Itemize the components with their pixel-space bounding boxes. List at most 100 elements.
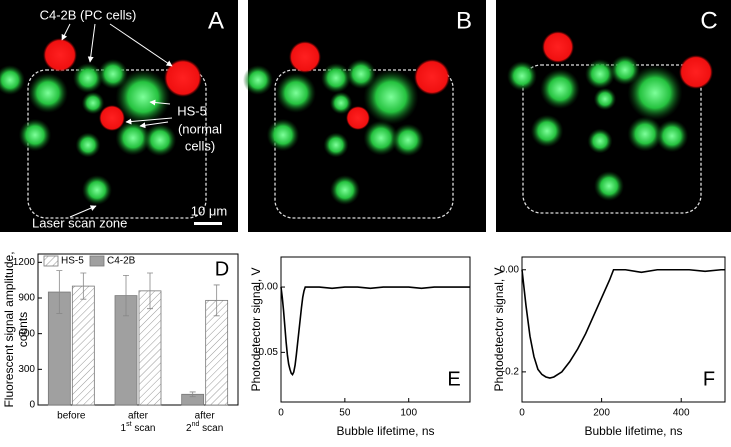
x-tick-label: 400 bbox=[673, 408, 690, 419]
error-bar bbox=[189, 391, 196, 398]
y-tick-label: -0.2 bbox=[502, 367, 520, 378]
cancer-cell bbox=[289, 41, 321, 73]
panel-letter: D bbox=[215, 258, 229, 280]
image-panel: A C4-2B (PC cells) HS-5 (normal cells) Laser … bbox=[0, 0, 238, 232]
y-tick-label: 600 bbox=[18, 328, 35, 339]
normal-cell bbox=[587, 128, 613, 154]
normal-cell bbox=[391, 123, 425, 157]
annotation: Laser scan zone bbox=[32, 215, 127, 230]
y-axis-label: counts bbox=[16, 312, 30, 347]
cancer-cell bbox=[679, 55, 713, 89]
cancer-cell bbox=[346, 106, 370, 130]
normal-cell bbox=[329, 91, 353, 115]
y-tick-label: -0.05 bbox=[255, 347, 278, 358]
error-bar bbox=[213, 284, 220, 317]
x-tick-label: before bbox=[57, 411, 86, 422]
normal-cell bbox=[507, 61, 537, 91]
arrow bbox=[87, 23, 96, 63]
y-tick-label: 1200 bbox=[13, 257, 36, 268]
normal-cell bbox=[585, 59, 615, 89]
panel-letter: B bbox=[456, 7, 472, 34]
normal-cell bbox=[266, 118, 300, 152]
normal-cell bbox=[321, 63, 351, 93]
data-line bbox=[280, 286, 470, 376]
x-tick-label: 2nd scan bbox=[186, 421, 223, 434]
x-tick-label: 0 bbox=[278, 408, 284, 419]
cancer-cell bbox=[542, 31, 574, 63]
annotation: (normal bbox=[178, 121, 222, 136]
normal-cell bbox=[115, 120, 151, 156]
cancer-cell bbox=[414, 59, 450, 95]
normal-cell bbox=[540, 69, 580, 109]
normal-cell bbox=[276, 73, 316, 113]
normal-cell bbox=[0, 65, 25, 95]
annotation: cells) bbox=[185, 138, 215, 153]
scale-bar bbox=[194, 222, 222, 225]
annotation: C4-2B (PC cells) bbox=[40, 7, 137, 22]
arrow bbox=[61, 23, 71, 41]
panel-letter: A bbox=[208, 7, 224, 34]
legend-swatch bbox=[43, 255, 59, 267]
legend-swatch bbox=[89, 255, 105, 267]
normal-cell bbox=[593, 87, 617, 111]
annotation: HS-5 bbox=[177, 103, 207, 118]
x-tick-label: 200 bbox=[593, 408, 610, 419]
cancer-cell bbox=[43, 38, 77, 72]
normal-cell bbox=[143, 123, 177, 157]
legend-label: HS-5 bbox=[61, 256, 84, 267]
x-tick-label: 1st scan bbox=[121, 421, 156, 434]
y-tick-label: 0 bbox=[29, 400, 35, 411]
normal-cell bbox=[243, 65, 273, 95]
arrow bbox=[149, 99, 171, 106]
normal-cell bbox=[594, 171, 624, 201]
error-bar bbox=[56, 270, 63, 314]
x-axis-label: Bubble lifetime, ns bbox=[584, 424, 682, 438]
arrow bbox=[125, 117, 173, 125]
arrow bbox=[139, 121, 169, 129]
normal-cell bbox=[363, 120, 399, 156]
image-panel: C bbox=[496, 0, 731, 232]
plot-frame bbox=[521, 256, 726, 403]
y-tick-label: 900 bbox=[18, 293, 35, 304]
x-axis-label: Bubble lifetime, ns bbox=[336, 424, 434, 438]
normal-cell bbox=[28, 73, 68, 113]
normal-cell bbox=[655, 119, 689, 153]
normal-cell bbox=[115, 69, 171, 125]
normal-cell bbox=[81, 91, 105, 115]
y-tick-label: 0.00 bbox=[259, 282, 279, 293]
x-tick-label: 100 bbox=[400, 408, 417, 419]
normal-cell bbox=[363, 69, 419, 125]
panel-letter: C bbox=[700, 7, 717, 34]
normal-cell bbox=[627, 65, 683, 121]
x-tick-label: 50 bbox=[339, 408, 351, 419]
normal-cell bbox=[323, 132, 349, 158]
panel-letter: E bbox=[447, 368, 460, 390]
panel-letter: F bbox=[703, 368, 715, 390]
plot-frame bbox=[280, 256, 471, 403]
normal-cell bbox=[75, 132, 101, 158]
x-tick-label: after bbox=[195, 411, 216, 422]
image-panel: B bbox=[243, 0, 486, 232]
legend-label: C4-2B bbox=[107, 256, 136, 267]
bar bbox=[71, 285, 95, 406]
normal-cell bbox=[627, 116, 663, 152]
y-axis-label: Photodetector signal, V bbox=[249, 267, 263, 391]
cancer-cell bbox=[99, 105, 125, 131]
normal-cell bbox=[73, 63, 103, 93]
y-axis-label: Photodetector signal, V bbox=[492, 267, 506, 391]
y-tick-label: 0.00 bbox=[500, 264, 520, 275]
x-tick-label: 0 bbox=[519, 408, 525, 419]
plot-frame bbox=[37, 253, 239, 406]
x-tick-label: after bbox=[128, 411, 149, 422]
normal-cell bbox=[82, 175, 112, 205]
normal-cell bbox=[18, 118, 52, 152]
error-bar bbox=[123, 275, 129, 317]
error-bar bbox=[80, 272, 87, 300]
cancer-cell bbox=[164, 59, 202, 97]
normal-cell bbox=[330, 175, 360, 205]
scale-label: 10 μm bbox=[191, 203, 227, 218]
y-tick-label: 300 bbox=[18, 364, 35, 375]
y-axis-label: Fluorescent signal amplitude, bbox=[2, 251, 16, 407]
arrow bbox=[109, 23, 173, 67]
arrow bbox=[69, 205, 97, 218]
